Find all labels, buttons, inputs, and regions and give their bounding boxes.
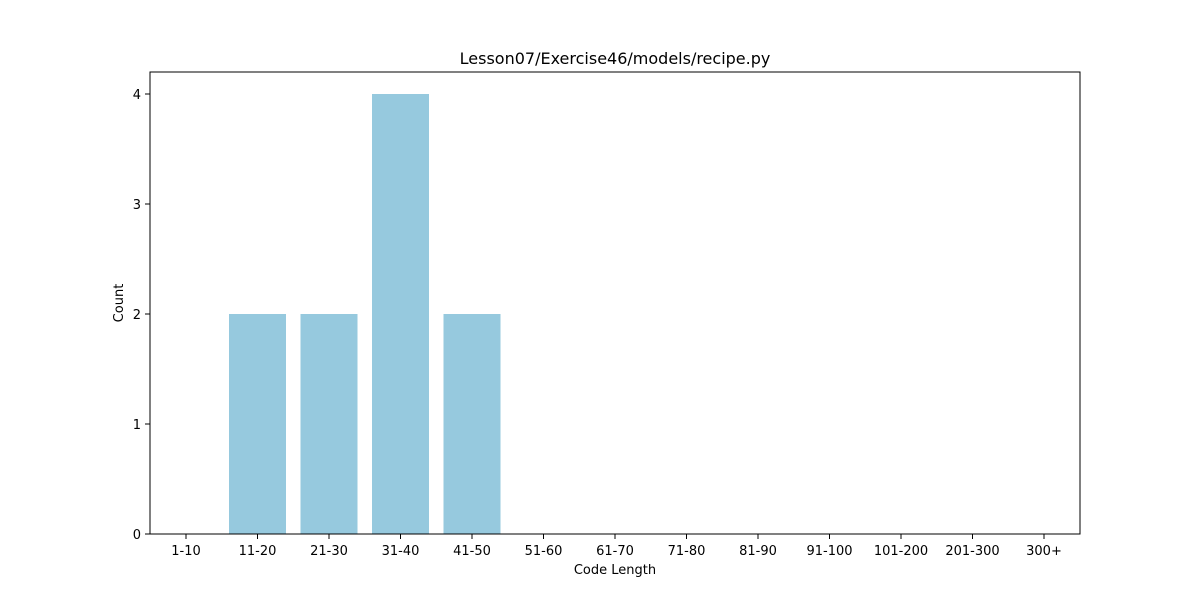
bar-11-20 [229,314,286,534]
bar-21-30 [300,314,358,534]
x-tick-label: 201-300 [945,544,999,559]
y-tick-label: 0 [133,528,141,543]
y-tick-label: 3 [133,198,141,213]
y-tick-label: 2 [133,308,141,323]
x-tick-label: 1-10 [171,544,201,559]
bar-41-50 [443,314,501,534]
x-tick-label: 101-200 [874,544,928,559]
y-tick-label: 4 [133,88,141,103]
x-tick-label: 31-40 [382,544,420,559]
chart-title: Lesson07/Exercise46/models/recipe.py [460,49,771,68]
x-axis-title: Code Length [574,563,656,578]
bars-group [229,94,501,534]
x-tick-label: 21-30 [310,544,348,559]
x-tick-label: 11-20 [239,544,277,559]
x-axis: 1-10 11-20 21-30 31-40 41-50 51-60 61-70 71-80 8… [171,534,1062,559]
x-tick-label: 61-70 [596,544,634,559]
y-axis-title: Count [112,284,127,323]
x-tick-label: 300+ [1026,544,1062,559]
bar-31-40 [372,94,429,534]
x-tick-label: 81-90 [739,544,777,559]
x-tick-label: 71-80 [668,544,706,559]
x-tick-label: 41-50 [453,544,491,559]
x-tick-label: 91-100 [806,544,852,559]
x-tick-label: 51-60 [525,544,563,559]
y-axis: 0 1 2 3 4 [133,88,150,543]
y-tick-label: 1 [133,418,141,433]
